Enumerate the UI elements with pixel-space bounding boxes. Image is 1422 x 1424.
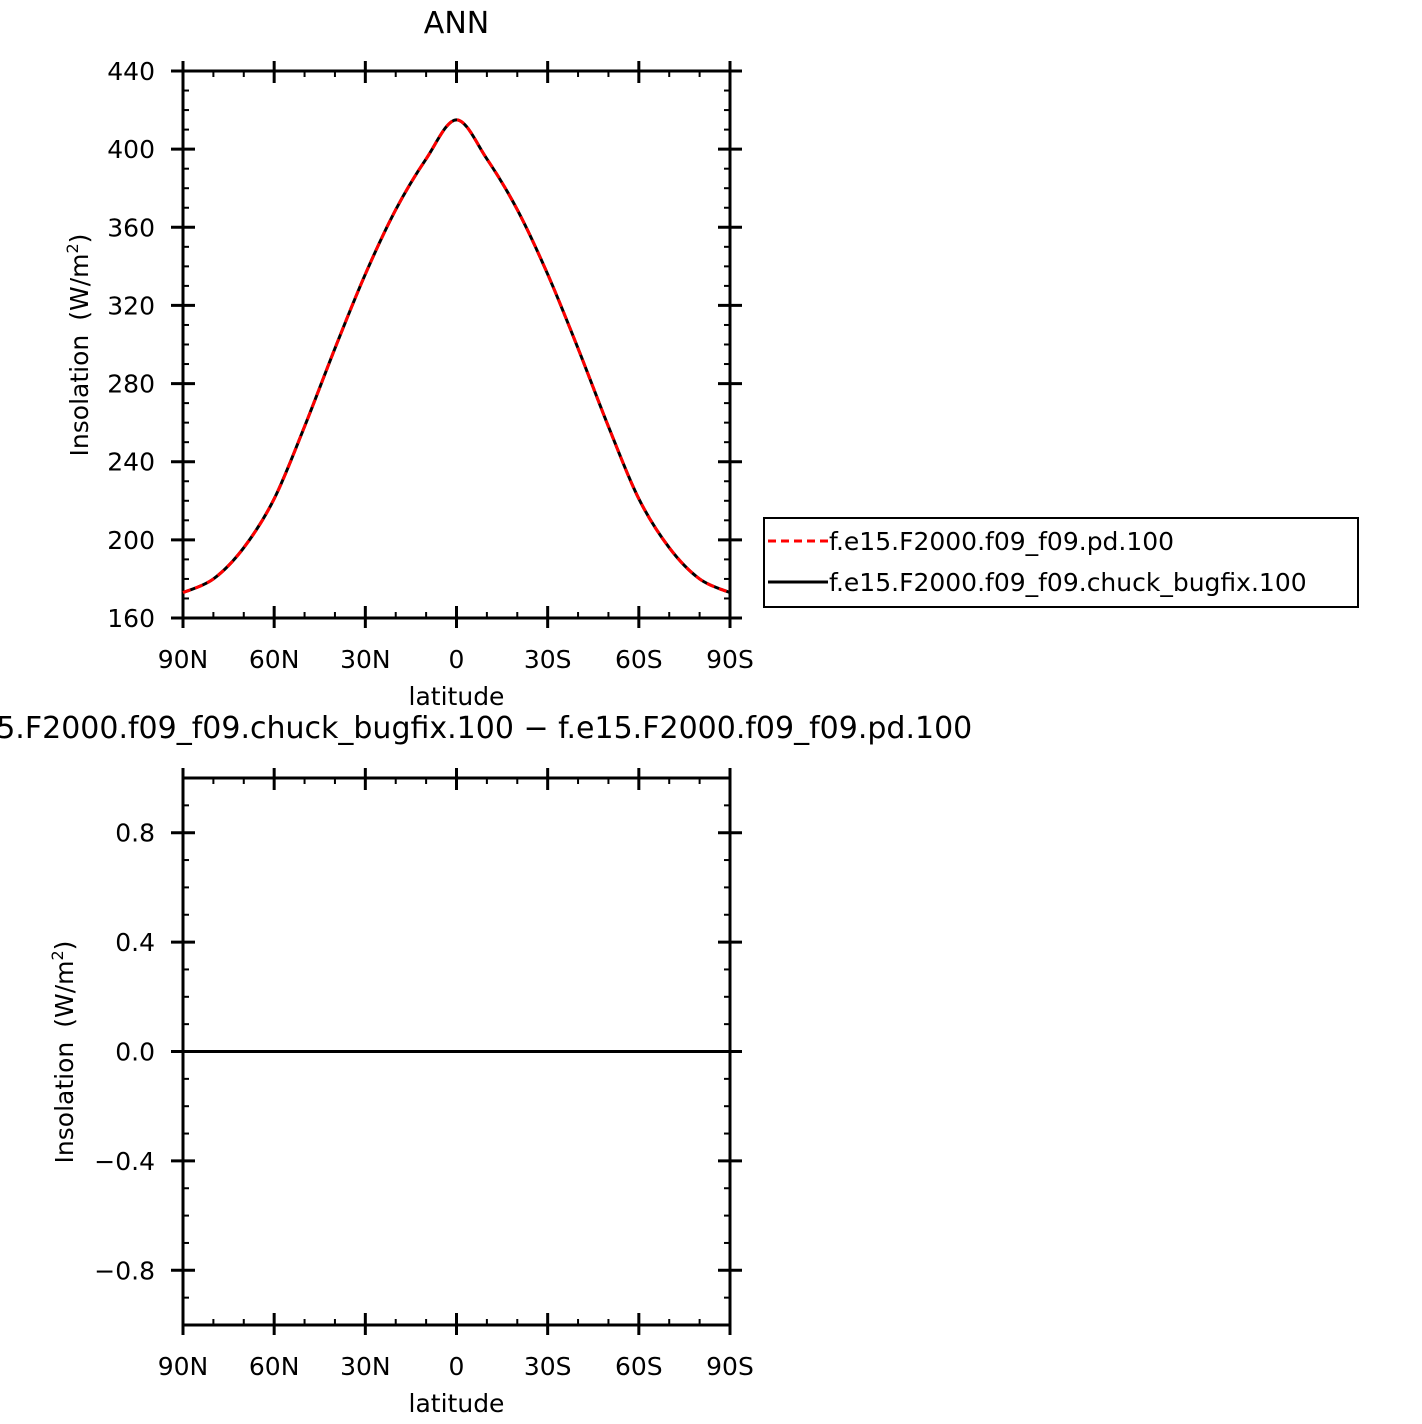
y-axis-label: Insolation (W/m2) — [63, 234, 94, 457]
x-tick-label: 60S — [615, 1352, 663, 1381]
legend: f.e15.F2000.f09_f09.pd.100 f.e15.F2000.f0… — [763, 517, 1359, 608]
x-tick-label: 0 — [449, 1352, 465, 1381]
legend-box — [763, 517, 1359, 608]
y-tick-label: 200 — [107, 526, 155, 555]
x-tick-label: 60N — [249, 1352, 300, 1381]
legend-label-1: f.e15.F2000.f09_f09.pd.100 — [829, 527, 1174, 556]
series-line-1 — [182, 118, 731, 594]
chart-title: ANN — [424, 6, 489, 41]
x-tick-label: 60N — [249, 645, 300, 674]
y-tick-label: −0.4 — [94, 1147, 155, 1176]
y-tick-label: 160 — [107, 604, 155, 633]
y-axis-label: Insolation (W/m2) — [48, 941, 79, 1164]
y-axis-label-superscript: 2 — [63, 243, 82, 253]
x-axis-label: latitude — [409, 682, 505, 711]
y-tick-label: −0.8 — [94, 1256, 155, 1285]
legend-label-2: f.e15.F2000.f09_f09.chuck_bugfix.100 — [829, 568, 1307, 597]
x-tick-label: 30S — [524, 1352, 572, 1381]
x-tick-label: 30S — [524, 645, 572, 674]
chart-title: f.e15.F2000.f09_f09.chuck_bugfix.100 − f… — [0, 711, 972, 746]
x-tick-label: 90S — [706, 1352, 754, 1381]
y-axis-label-units: (W/m — [50, 961, 79, 1028]
x-tick-label: 60S — [615, 645, 663, 674]
x-tick-label: 30N — [340, 645, 391, 674]
y-tick-label: 240 — [107, 448, 155, 477]
x-tick-label: 0 — [449, 645, 465, 674]
y-tick-label: 280 — [107, 370, 155, 399]
y-tick-label: 0.4 — [115, 928, 155, 957]
x-axis-label: latitude — [409, 1389, 505, 1418]
series-line-2 — [182, 118, 731, 594]
y-axis-label-close: ) — [65, 234, 94, 244]
x-tick-label: 90N — [158, 1352, 209, 1381]
y-axis-label-superscript: 2 — [48, 950, 67, 960]
y-tick-label: 400 — [107, 135, 155, 164]
y-tick-label: 360 — [107, 213, 155, 242]
chart-panel-1: ANN 90N 60N 30N 0 30S 60S 90S 160 200 240 280 320 360… — [63, 6, 754, 711]
chart-panel-2: f.e15.F2000.f09_f09.chuck_bugfix.100 − f… — [0, 711, 972, 1418]
y-axis-label-text: Insolation — [65, 335, 94, 457]
y-tick-label: 440 — [107, 57, 155, 86]
y-tick-label: 320 — [107, 291, 155, 320]
y-axis-label-text: Insolation — [50, 1042, 79, 1164]
x-tick-label: 30N — [340, 1352, 391, 1381]
y-axis-label-close: ) — [50, 941, 79, 951]
x-tick-label: 90S — [706, 645, 754, 674]
y-tick-label: 0.8 — [115, 819, 155, 848]
x-tick-label: 90N — [158, 645, 209, 674]
y-axis-label-units: (W/m — [65, 254, 94, 321]
y-tick-label: 0.0 — [115, 1038, 155, 1067]
plot-frame — [181, 69, 732, 620]
